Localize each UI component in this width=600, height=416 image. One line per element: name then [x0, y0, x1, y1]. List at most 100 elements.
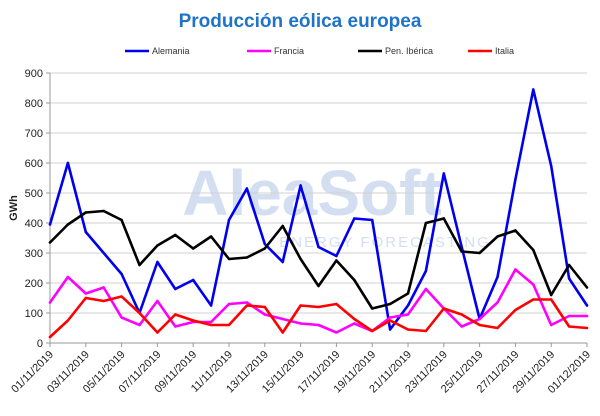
data-point-alemania: [496, 275, 499, 279]
data-point-pen-iberica: [156, 244, 159, 247]
y-tick-label: 900: [25, 68, 43, 80]
data-point-italia: [281, 331, 284, 334]
y-tick-label: 500: [25, 188, 43, 200]
data-point-pen-iberica: [227, 257, 231, 261]
data-point-italia: [532, 298, 535, 301]
data-point-francia: [281, 317, 284, 321]
data-point-pen-iberica: [514, 229, 517, 232]
data-point-francia: [227, 302, 231, 306]
data-point-italia: [174, 313, 177, 316]
data-point-francia: [424, 287, 428, 291]
data-point-alemania: [567, 277, 571, 280]
data-point-pen-iberica: [585, 286, 589, 289]
data-point-alemania: [585, 304, 589, 307]
data-point-italia: [335, 302, 338, 306]
data-point-pen-iberica: [353, 278, 356, 282]
data-point-alemania: [174, 287, 177, 291]
series-line-italia: [48, 295, 589, 339]
data-point-pen-iberica: [317, 284, 320, 288]
data-point-italia: [263, 305, 266, 309]
data-point-alemania: [281, 260, 284, 264]
series-line-francia: [48, 268, 589, 334]
data-point-italia: [460, 313, 463, 316]
data-point-pen-iberica: [66, 223, 70, 226]
data-point-pen-iberica: [567, 263, 571, 267]
data-point-alemania: [514, 178, 517, 181]
data-point-pen-iberica: [209, 235, 213, 238]
data-point-pen-iberica: [48, 241, 52, 244]
aleasoft-watermark: AleaSoft ENERGY FORECASTING: [182, 157, 491, 251]
data-point-italia: [406, 328, 410, 331]
data-point-alemania: [550, 164, 553, 168]
watermark-tagline: ENERGY FORECASTING: [279, 234, 491, 251]
y-tick-label: 200: [25, 278, 43, 290]
data-point-italia: [353, 317, 356, 321]
legend-label: Francia: [274, 46, 304, 56]
data-point-francia: [48, 301, 52, 304]
series-francia: [48, 268, 589, 334]
data-point-francia: [514, 268, 517, 271]
data-point-francia: [335, 331, 338, 334]
data-point-italia: [424, 329, 428, 333]
data-point-pen-iberica: [138, 263, 141, 267]
data-point-alemania: [424, 269, 428, 273]
data-point-italia: [156, 331, 159, 334]
data-point-francia: [567, 314, 571, 318]
data-point-alemania: [263, 242, 266, 246]
data-point-pen-iberica: [478, 251, 481, 255]
data-point-pen-iberica: [496, 235, 499, 238]
data-point-francia: [532, 283, 535, 286]
data-point-alemania: [406, 304, 410, 307]
data-point-italia: [245, 304, 249, 307]
data-point-italia: [371, 329, 374, 333]
data-point-alemania: [317, 245, 320, 249]
y-axis-ticks: 0 100 200 300 400 500 600 700 800 900: [25, 68, 50, 350]
data-point-alemania: [102, 251, 105, 255]
data-point-alemania: [84, 230, 88, 234]
data-point-italia: [585, 326, 589, 330]
data-point-pen-iberica: [102, 209, 105, 213]
data-point-pen-iberica: [299, 257, 302, 261]
data-point-alemania: [442, 172, 445, 175]
data-point-pen-iberica: [550, 293, 553, 297]
legend-label: Pen. Ibérica: [385, 46, 433, 56]
data-point-alemania: [460, 245, 463, 249]
data-point-italia: [299, 304, 302, 307]
y-axis-label: GWh: [8, 195, 20, 221]
data-point-alemania: [353, 217, 356, 220]
y-tick-label: 800: [25, 98, 43, 110]
data-point-pen-iberica: [245, 256, 249, 259]
data-point-pen-iberica: [371, 307, 374, 310]
data-point-alemania: [335, 254, 338, 258]
legend-item-alemania: Alemania: [125, 46, 190, 56]
data-point-italia: [192, 319, 195, 322]
data-point-pen-iberica: [281, 224, 284, 228]
data-point-alemania: [227, 218, 231, 222]
data-point-pen-iberica: [263, 247, 266, 250]
data-point-italia: [567, 325, 571, 328]
y-tick-label: 700: [25, 128, 43, 140]
series-italia: [48, 295, 589, 339]
data-point-italia: [209, 323, 213, 327]
data-point-francia: [460, 325, 463, 328]
data-point-italia: [496, 326, 499, 330]
data-point-francia: [496, 301, 499, 304]
data-point-francia: [388, 316, 392, 319]
data-point-pen-iberica: [174, 233, 177, 237]
data-point-alemania: [388, 328, 392, 331]
data-point-italia: [48, 335, 52, 339]
data-point-francia: [317, 323, 320, 327]
data-point-pen-iberica: [335, 259, 338, 262]
data-point-alemania: [299, 184, 302, 187]
y-tick-label: 100: [25, 308, 43, 320]
data-point-italia: [442, 307, 445, 310]
data-point-pen-iberica: [442, 217, 445, 220]
chart-title: Producción eólica europea: [179, 11, 422, 32]
data-point-francia: [84, 292, 88, 295]
legend-label: Alemania: [152, 46, 190, 56]
data-point-alemania: [532, 88, 535, 91]
data-point-francia: [585, 314, 589, 318]
data-point-francia: [550, 323, 553, 327]
